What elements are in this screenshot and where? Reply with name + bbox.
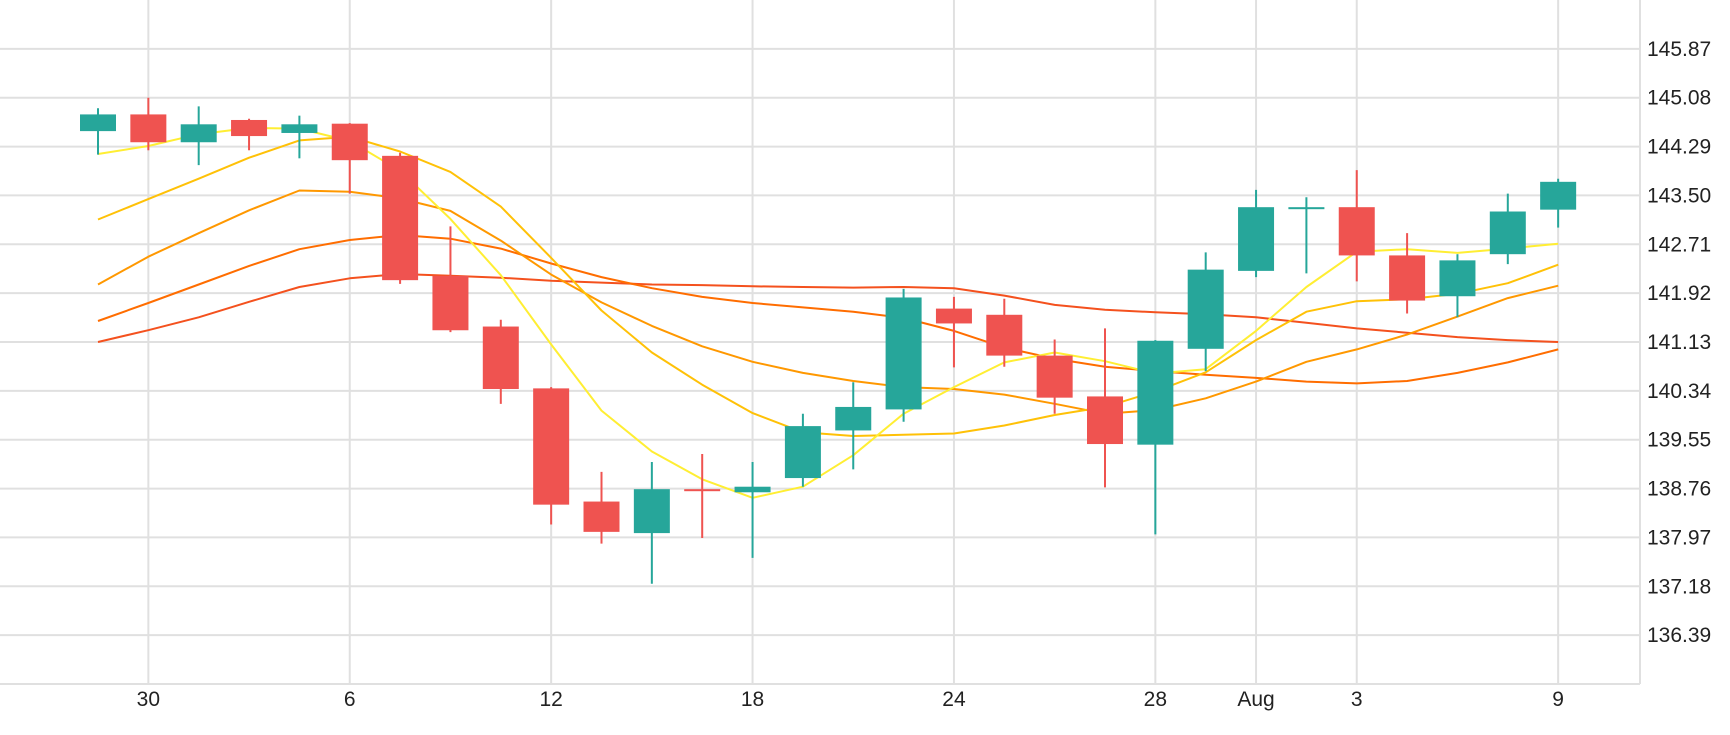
x-tick-label: 9: [1552, 688, 1564, 711]
x-tick-label: 28: [1144, 688, 1167, 711]
y-tick-label: 141.13: [1647, 331, 1711, 354]
y-tick-label: 144.29: [1647, 136, 1711, 159]
candle-body-up: [734, 486, 771, 493]
y-tick-label: 136.39: [1647, 624, 1711, 647]
moving-average-line: [97, 234, 1559, 385]
x-tick-label: 30: [137, 688, 160, 711]
candle-body-up: [1489, 211, 1526, 255]
candle-body-up: [1137, 340, 1174, 445]
candle-body-up: [281, 124, 318, 133]
candle-body-up: [633, 489, 670, 534]
candle-body-up: [885, 297, 922, 410]
candle-body-up: [1540, 181, 1577, 210]
candle-body-up: [1187, 269, 1224, 349]
y-tick-label: 145.87: [1647, 38, 1711, 61]
candle-body-down: [130, 114, 167, 143]
x-tick-label: 18: [741, 688, 764, 711]
y-tick-label: 137.18: [1647, 575, 1711, 598]
candle-body-down: [1087, 396, 1123, 445]
candle-body-down: [986, 314, 1023, 356]
moving-average-line: [97, 189, 1559, 415]
y-tick-label: 138.76: [1647, 478, 1711, 501]
candle-body-down: [331, 123, 368, 161]
y-tick-label: 137.97: [1647, 526, 1711, 549]
candle-body-down: [231, 119, 268, 137]
moving-average-line: [97, 127, 1559, 499]
candle-layer: [80, 97, 1577, 584]
x-tick-label: 3: [1351, 688, 1363, 711]
candle-body-up: [784, 426, 821, 479]
y-tick-label: 141.92: [1647, 282, 1711, 305]
moving-average-layer: [97, 127, 1559, 499]
candle-body-down: [1389, 255, 1426, 301]
candle-body-up: [835, 406, 872, 431]
candle-body-down: [432, 275, 469, 331]
candle-body-down: [1338, 207, 1375, 256]
candle-body-up: [1288, 207, 1325, 210]
candle-body-up: [80, 114, 116, 132]
x-tick-label: 12: [539, 688, 562, 711]
candle-body-up: [1238, 207, 1275, 271]
x-tick-label: 6: [344, 688, 356, 711]
candle-body-up: [180, 124, 217, 143]
y-tick-label: 145.08: [1647, 87, 1711, 110]
candle-body-down: [1036, 355, 1073, 398]
candle-body-down: [482, 326, 519, 390]
y-tick-label: 139.55: [1647, 429, 1711, 452]
candle-body-up: [1439, 260, 1476, 297]
y-tick-label: 142.71: [1647, 233, 1711, 256]
candle-body-down: [935, 308, 972, 324]
grid-layer: [0, 0, 1641, 685]
candle-body-down: [382, 155, 419, 281]
candle-body-down: [684, 489, 721, 492]
candle-body-down: [583, 501, 620, 532]
moving-average-line: [97, 273, 1559, 343]
y-tick-label: 143.50: [1647, 184, 1711, 207]
x-tick-label: 24: [942, 688, 966, 711]
candle-body-down: [533, 388, 570, 505]
axis-layer: 136.39 137.18 137.97 138.76 139.55 140.34 141.…: [137, 38, 1712, 711]
y-tick-label: 140.34: [1647, 380, 1712, 403]
x-tick-label: Aug: [1237, 688, 1274, 711]
